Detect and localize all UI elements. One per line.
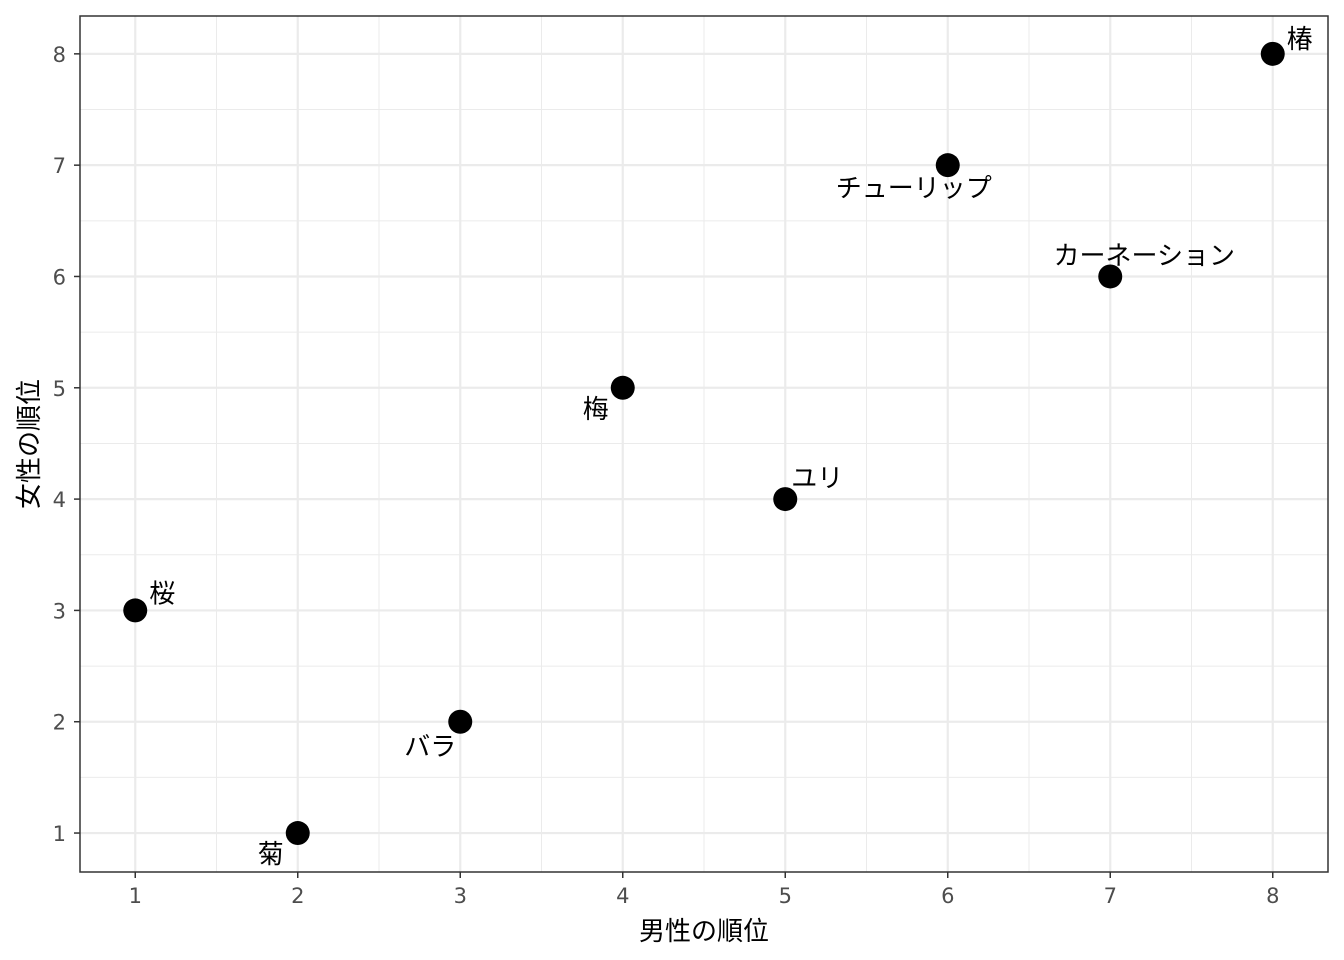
y-tick-label: 4: [53, 488, 66, 512]
point-label: チューリップ: [836, 174, 992, 204]
x-tick-label: 1: [129, 884, 142, 908]
point-label: カーネーション: [1054, 241, 1235, 271]
data-point: [1098, 264, 1123, 289]
x-tick-label: 8: [1266, 884, 1279, 908]
point-label: 菊: [258, 840, 284, 870]
point-label: バラ: [404, 733, 456, 763]
x-tick-label: 7: [1104, 884, 1117, 908]
point-label: 椿: [1287, 25, 1313, 55]
data-point: [610, 375, 635, 400]
y-axis-title: 女性の順位: [15, 379, 45, 509]
point-label: 桜: [149, 579, 175, 609]
y-tick-label: 8: [53, 43, 66, 67]
x-tick-label: 3: [454, 884, 467, 908]
data-point: [285, 821, 310, 846]
data-points: [123, 41, 1285, 846]
point-label: 梅: [583, 395, 609, 425]
data-point: [773, 487, 798, 512]
x-tick-label: 2: [291, 884, 304, 908]
panel-border: [79, 15, 1329, 873]
data-point: [935, 153, 960, 178]
data-point: [1260, 41, 1285, 66]
y-tick-label: 5: [53, 377, 66, 401]
x-axis-title: 男性の順位: [639, 917, 769, 947]
y-tick-label: 3: [53, 599, 66, 623]
y-tick-label: 6: [53, 265, 66, 289]
x-axis: 1 2 3 4 5 6 7 8: [129, 872, 1279, 908]
point-label: ユリ: [791, 464, 843, 494]
data-point: [448, 709, 473, 734]
y-tick-label: 1: [53, 822, 66, 846]
y-axis: 1 2 3 4 5 6 7 8: [53, 43, 80, 846]
x-tick-label: 4: [616, 884, 629, 908]
grid: [80, 16, 1328, 872]
data-point: [123, 598, 148, 623]
x-tick-label: 6: [941, 884, 954, 908]
y-tick-label: 7: [53, 154, 66, 178]
x-tick-label: 5: [779, 884, 792, 908]
y-tick-label: 2: [53, 711, 66, 735]
